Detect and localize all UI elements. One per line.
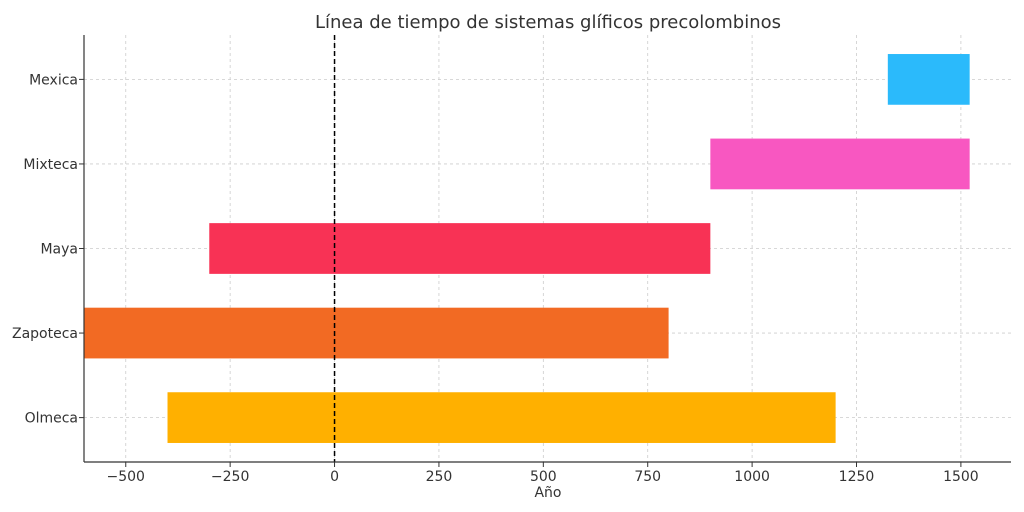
bar-olmeca: [167, 392, 836, 443]
chart-title: Línea de tiempo de sistemas glíficos pre…: [315, 12, 781, 33]
bars-layer: [84, 54, 970, 443]
y-tick-label: Olmeca: [25, 411, 78, 427]
x-tick-label: 250: [426, 469, 453, 485]
x-tick-label: 1500: [943, 469, 979, 485]
x-tick-label: 500: [530, 469, 557, 485]
bar-maya: [209, 223, 711, 274]
y-tick-label: Mexica: [29, 72, 78, 88]
bar-zapoteca: [84, 307, 669, 359]
x-tick-label: 1250: [839, 469, 875, 485]
x-tick-label: 0: [330, 469, 339, 485]
x-tick-label: 1000: [734, 469, 770, 485]
x-tick-label: −500: [107, 469, 145, 485]
x-axis-label: Año: [534, 485, 561, 501]
y-tick-label: Zapoteca: [12, 326, 78, 342]
y-tick-label: Maya: [40, 242, 78, 258]
bar-mexica: [887, 54, 970, 105]
axes-layer: −500 −250 0 250 500 750 1000 1250 1500 Olmeca Zapo…: [12, 35, 1011, 485]
bar-mixteca: [710, 138, 970, 190]
y-tick-label: Mixteca: [23, 157, 78, 173]
x-tick-label: 750: [634, 469, 661, 485]
x-tick-label: −250: [211, 469, 249, 485]
